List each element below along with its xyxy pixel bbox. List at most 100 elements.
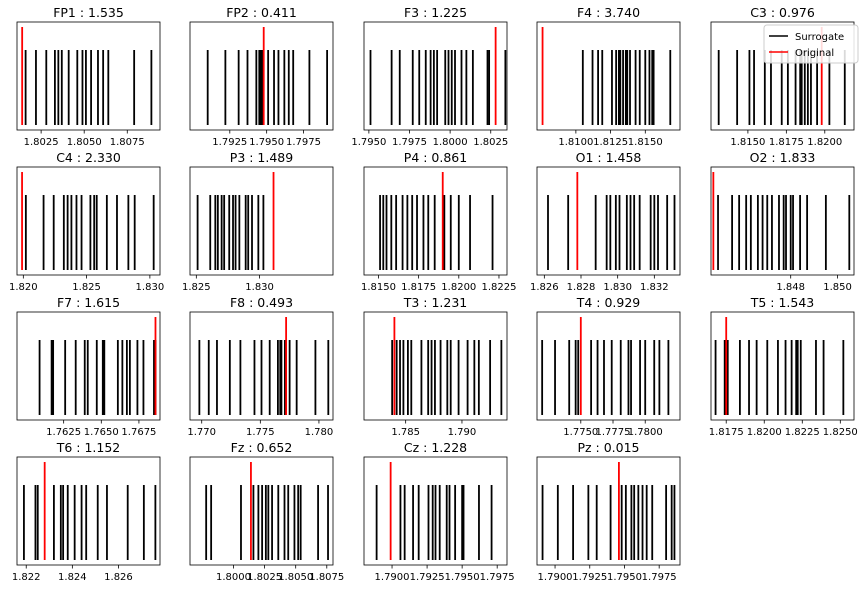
subplot: O2 : 1.833 1.848 1.850 — [710, 150, 855, 293]
x-tick-label: 1.7975 — [286, 137, 321, 148]
axes-frame — [16, 456, 161, 566]
subplot: T5 : 1.543 1.8175 1.8200 1.8225 1.8250 — [709, 295, 858, 438]
x-tick-label: 1.8075 — [309, 572, 344, 583]
x-tick-label: 1.7950 — [445, 572, 480, 583]
subplot-title: FP1 : 1.535 — [53, 5, 124, 20]
x-tick-label: 1.770 — [187, 427, 216, 438]
subplot: F3 : 1.225 1.7950 1.7975 1.8000 1.8025 — [351, 5, 508, 148]
x-tick-label: 1.8175 — [709, 427, 744, 438]
x-tick-label: 1.7950 — [607, 572, 642, 583]
axes-frame — [363, 311, 508, 421]
x-tick-label: 1.7675 — [121, 427, 156, 438]
legend-label-original: Original — [795, 48, 834, 59]
subplot: T3 : 1.231 1.785 1.790 — [363, 295, 508, 438]
subplot: C4 : 2.330 1.820 1.825 1.830 — [9, 150, 164, 293]
x-tick-label: 1.826 — [530, 282, 559, 293]
axes-frame — [536, 456, 681, 566]
x-tick-label: 1.832 — [640, 282, 669, 293]
subplot-title: O1 : 1.458 — [576, 150, 642, 165]
x-tick-label: 1.8050 — [278, 572, 313, 583]
x-tick-label: 1.7650 — [84, 427, 119, 438]
subplot: T6 : 1.152 1.822 1.824 1.826 — [12, 440, 161, 583]
x-tick-label: 1.780 — [305, 427, 334, 438]
subplot: F8 : 0.493 1.770 1.775 1.780 — [187, 295, 334, 438]
x-tick-label: 1.8075 — [110, 137, 145, 148]
x-tick-label: 1.8025 — [247, 572, 282, 583]
x-tick-label: 1.850 — [823, 282, 852, 293]
subplot-title: Cz : 1.228 — [404, 440, 467, 455]
x-tick-label: 1.830 — [245, 282, 274, 293]
x-tick-label: 1.7975 — [480, 572, 515, 583]
x-tick-label: 1.790 — [448, 427, 477, 438]
x-tick-label: 1.822 — [12, 572, 41, 583]
x-tick-label: 1.8200 — [747, 427, 782, 438]
subplot-title: FP2 : 0.411 — [226, 5, 297, 20]
x-tick-label: 1.8025 — [24, 137, 59, 148]
axes-frame — [536, 311, 681, 421]
x-tick-label: 1.7925 — [572, 572, 607, 583]
axes-frame — [189, 21, 334, 131]
x-tick-label: 1.848 — [776, 282, 805, 293]
axes-frame — [710, 166, 855, 276]
axes-frame — [16, 311, 161, 421]
subplot-title: T6 : 1.152 — [56, 440, 121, 455]
subplot: F7 : 1.615 1.7625 1.7650 1.7675 — [16, 295, 161, 438]
x-tick-label: 1.8175 — [401, 282, 436, 293]
x-tick-label: 1.8225 — [481, 282, 516, 293]
axes-frame — [536, 166, 681, 276]
x-tick-label: 1.825 — [72, 282, 101, 293]
x-tick-label: 1.8125 — [593, 137, 628, 148]
subplot-title: P4 : 0.861 — [404, 150, 467, 165]
subplot-title: C4 : 2.330 — [56, 150, 121, 165]
axes-frame — [536, 21, 681, 131]
subplot-title: Pz : 0.015 — [577, 440, 639, 455]
x-tick-label: 1.820 — [9, 282, 38, 293]
x-tick-label: 1.7950 — [351, 137, 386, 148]
x-tick-label: 1.7750 — [563, 427, 598, 438]
x-tick-label: 1.8150 — [361, 282, 396, 293]
subplot-title: T5 : 1.543 — [750, 295, 815, 310]
x-tick-label: 1.825 — [182, 282, 211, 293]
axes-frame — [710, 21, 855, 131]
x-tick-label: 1.8150 — [730, 137, 765, 148]
subplot-title: F4 : 3.740 — [577, 5, 640, 20]
subplot-title: C3 : 0.976 — [750, 5, 815, 20]
x-tick-label: 1.8100 — [558, 137, 593, 148]
x-tick-label: 1.7925 — [410, 572, 445, 583]
x-tick-label: 1.8050 — [67, 137, 102, 148]
x-tick-label: 1.7775 — [596, 427, 631, 438]
x-tick-label: 1.8200 — [441, 282, 476, 293]
axes-frame — [16, 166, 161, 276]
subplot: Cz : 1.228 1.7900 1.7925 1.7950 1.7975 — [363, 440, 515, 583]
subplot-title: F7 : 1.615 — [57, 295, 120, 310]
subplot: FP2 : 0.411 1.7925 1.7950 1.7975 — [189, 5, 334, 148]
x-tick-label: 1.8025 — [473, 137, 508, 148]
subplot-title: F8 : 0.493 — [230, 295, 293, 310]
axes-frame — [189, 166, 334, 276]
x-tick-label: 1.8150 — [628, 137, 663, 148]
subplot: P4 : 0.861 1.8150 1.8175 1.8200 1.8225 — [361, 150, 517, 293]
x-tick-label: 1.828 — [567, 282, 596, 293]
x-tick-label: 1.775 — [246, 427, 275, 438]
axes-frame — [189, 311, 334, 421]
subplot-title: F3 : 1.225 — [404, 5, 467, 20]
subplot: O1 : 1.458 1.826 1.828 1.830 1.832 — [530, 150, 681, 293]
axes-frame — [363, 456, 508, 566]
subplot-title: P3 : 1.489 — [230, 150, 293, 165]
subplot-title: T4 : 0.929 — [576, 295, 641, 310]
x-tick-label: 1.8175 — [769, 137, 804, 148]
x-tick-label: 1.8225 — [785, 427, 820, 438]
subplot: P3 : 1.489 1.825 1.830 — [182, 150, 334, 293]
axes-frame — [710, 311, 855, 421]
x-tick-label: 1.8000 — [216, 572, 251, 583]
x-tick-label: 1.824 — [58, 572, 87, 583]
legend-label-surrogate: Surrogate — [795, 32, 844, 43]
subplot: F4 : 3.740 1.8100 1.8125 1.8150 — [536, 5, 681, 148]
x-tick-label: 1.8000 — [433, 137, 468, 148]
x-tick-label: 1.7925 — [212, 137, 247, 148]
x-tick-label: 1.7975 — [642, 572, 677, 583]
